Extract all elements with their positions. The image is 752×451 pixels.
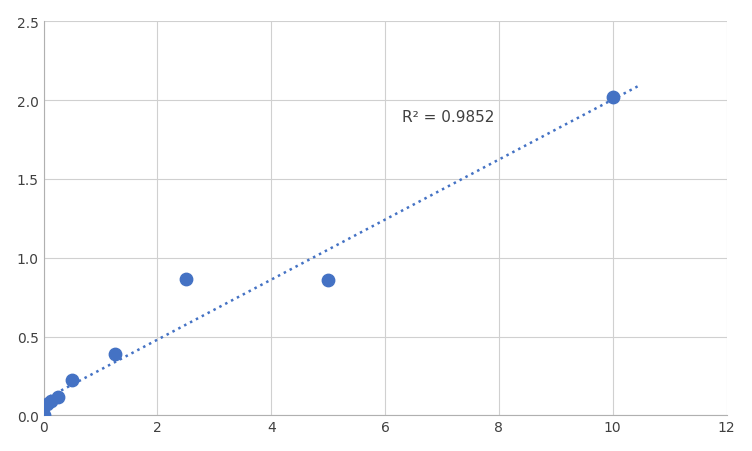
Point [322,276,334,284]
Point [52,394,64,401]
Point [607,94,619,101]
Point [66,376,78,383]
Point [180,276,192,283]
Point [38,411,50,419]
Text: R² = 0.9852: R² = 0.9852 [402,109,495,124]
Point [44,397,56,405]
Point [41,400,53,408]
Point [108,351,120,358]
